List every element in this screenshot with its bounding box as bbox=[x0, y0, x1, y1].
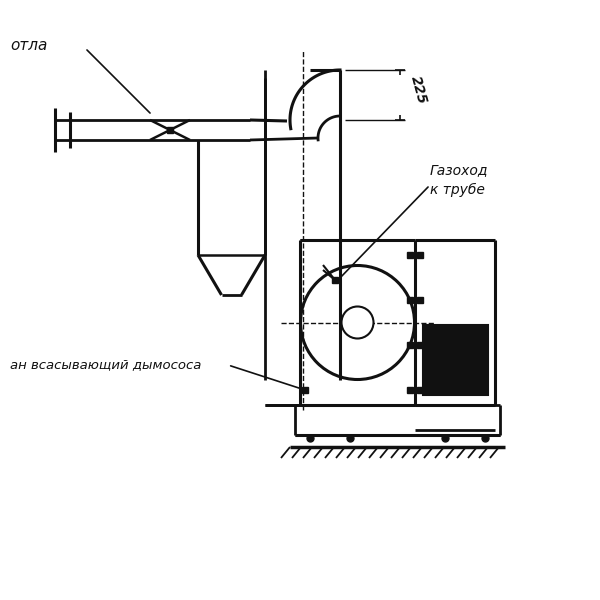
Text: отла: отла bbox=[10, 37, 47, 52]
Bar bbox=[423, 325, 488, 395]
Text: Газоход
к трубе: Газоход к трубе bbox=[430, 163, 488, 197]
Circle shape bbox=[301, 265, 415, 379]
Circle shape bbox=[341, 307, 373, 338]
Text: ан всасывающий дымососа: ан всасывающий дымососа bbox=[10, 358, 202, 371]
Text: 225: 225 bbox=[408, 74, 429, 106]
